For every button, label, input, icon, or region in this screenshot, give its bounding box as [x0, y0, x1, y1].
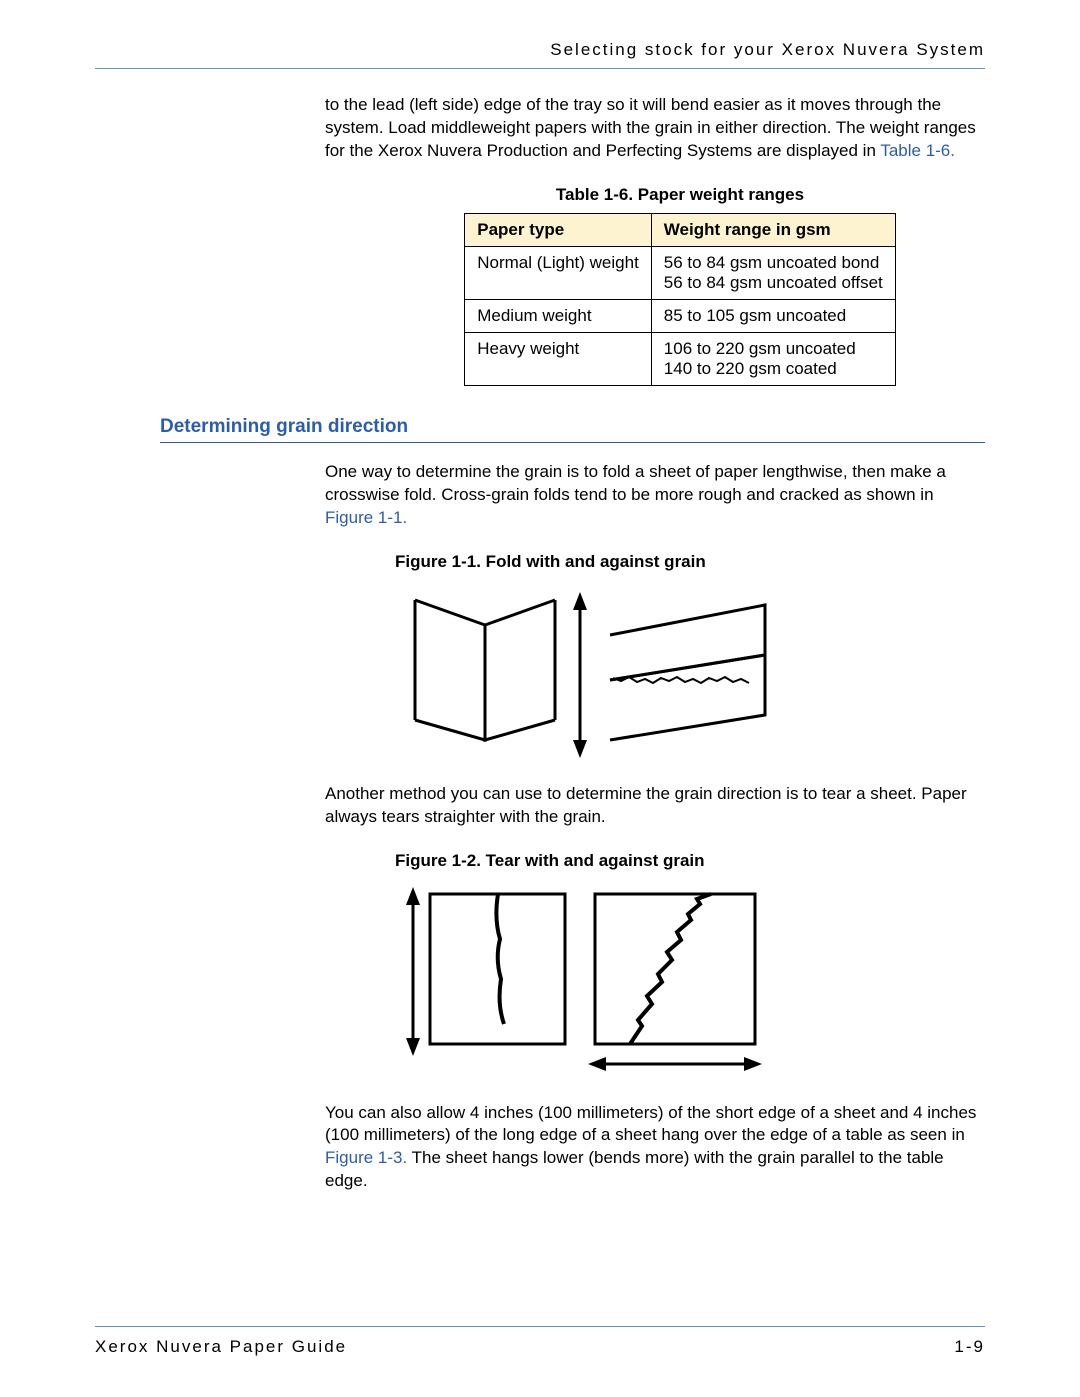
figure-1-block: Figure 1-1. Fold with and against grain [395, 552, 985, 765]
running-title: Selecting stock for your Xerox Nuvera Sy… [550, 40, 985, 59]
range-line: 56 to 84 gsm uncoated offset [664, 273, 883, 292]
cell-type: Medium weight [465, 299, 652, 332]
table-row: Medium weight 85 to 105 gsm uncoated [465, 299, 896, 332]
cell-range: 106 to 220 gsm uncoated 140 to 220 gsm c… [651, 332, 895, 385]
table-row: Heavy weight 106 to 220 gsm uncoated 140… [465, 332, 896, 385]
col-paper-type: Paper type [465, 213, 652, 246]
grain-paragraph-1: One way to determine the grain is to fol… [325, 461, 985, 530]
cell-type: Normal (Light) weight [465, 246, 652, 299]
cell-range: 56 to 84 gsm uncoated bond 56 to 84 gsm … [651, 246, 895, 299]
running-header: Selecting stock for your Xerox Nuvera Sy… [95, 40, 985, 69]
figure-ref-link[interactable]: Figure 1-3. [325, 1148, 407, 1167]
figure-ref-link[interactable]: Figure 1-1. [325, 508, 407, 527]
figure-1-image [395, 580, 985, 765]
section-rule [160, 442, 985, 443]
intro-text: to the lead (left side) edge of the tray… [325, 95, 976, 160]
range-line: 56 to 84 gsm uncoated bond [664, 253, 880, 272]
figure-2-caption: Figure 1-2. Tear with and against grain [395, 851, 985, 871]
tear-diagram-icon [395, 879, 785, 1079]
cell-range: 85 to 105 gsm uncoated [651, 299, 895, 332]
table-caption: Table 1-6. Paper weight ranges [556, 185, 804, 205]
page-footer: Xerox Nuvera Paper Guide 1-9 [95, 1326, 985, 1357]
p3-text: You can also allow 4 inches (100 millime… [325, 1103, 976, 1145]
p1-text: One way to determine the grain is to fol… [325, 462, 946, 504]
figure-2-image [395, 879, 985, 1084]
cell-type: Heavy weight [465, 332, 652, 385]
figure-2-block: Figure 1-2. Tear with and against grain [395, 851, 985, 1084]
grain-paragraph-2: Another method you can use to determine … [325, 783, 985, 829]
range-line: 140 to 220 gsm coated [664, 359, 837, 378]
footer-page-number: 1-9 [954, 1337, 985, 1357]
paper-weight-table: Paper type Weight range in gsm Normal (L… [464, 213, 896, 386]
page: Selecting stock for your Xerox Nuvera Sy… [0, 0, 1080, 1397]
range-line: 106 to 220 gsm uncoated [664, 339, 856, 358]
p3-after: The sheet hangs lower (bends more) with … [325, 1148, 944, 1190]
table-block: Table 1-6. Paper weight ranges Paper typ… [375, 163, 985, 386]
intro-paragraph: to the lead (left side) edge of the tray… [325, 94, 985, 163]
table-row: Normal (Light) weight 56 to 84 gsm uncoa… [465, 246, 896, 299]
table-ref-link[interactable]: Table 1-6. [880, 141, 955, 160]
fold-diagram-icon [395, 580, 775, 760]
col-weight-range: Weight range in gsm [651, 213, 895, 246]
section-heading: Determining grain direction [160, 416, 985, 438]
grain-paragraph-3: You can also allow 4 inches (100 millime… [325, 1102, 985, 1194]
footer-left: Xerox Nuvera Paper Guide [95, 1337, 347, 1357]
figure-1-caption: Figure 1-1. Fold with and against grain [395, 552, 985, 572]
table-header-row: Paper type Weight range in gsm [465, 213, 896, 246]
